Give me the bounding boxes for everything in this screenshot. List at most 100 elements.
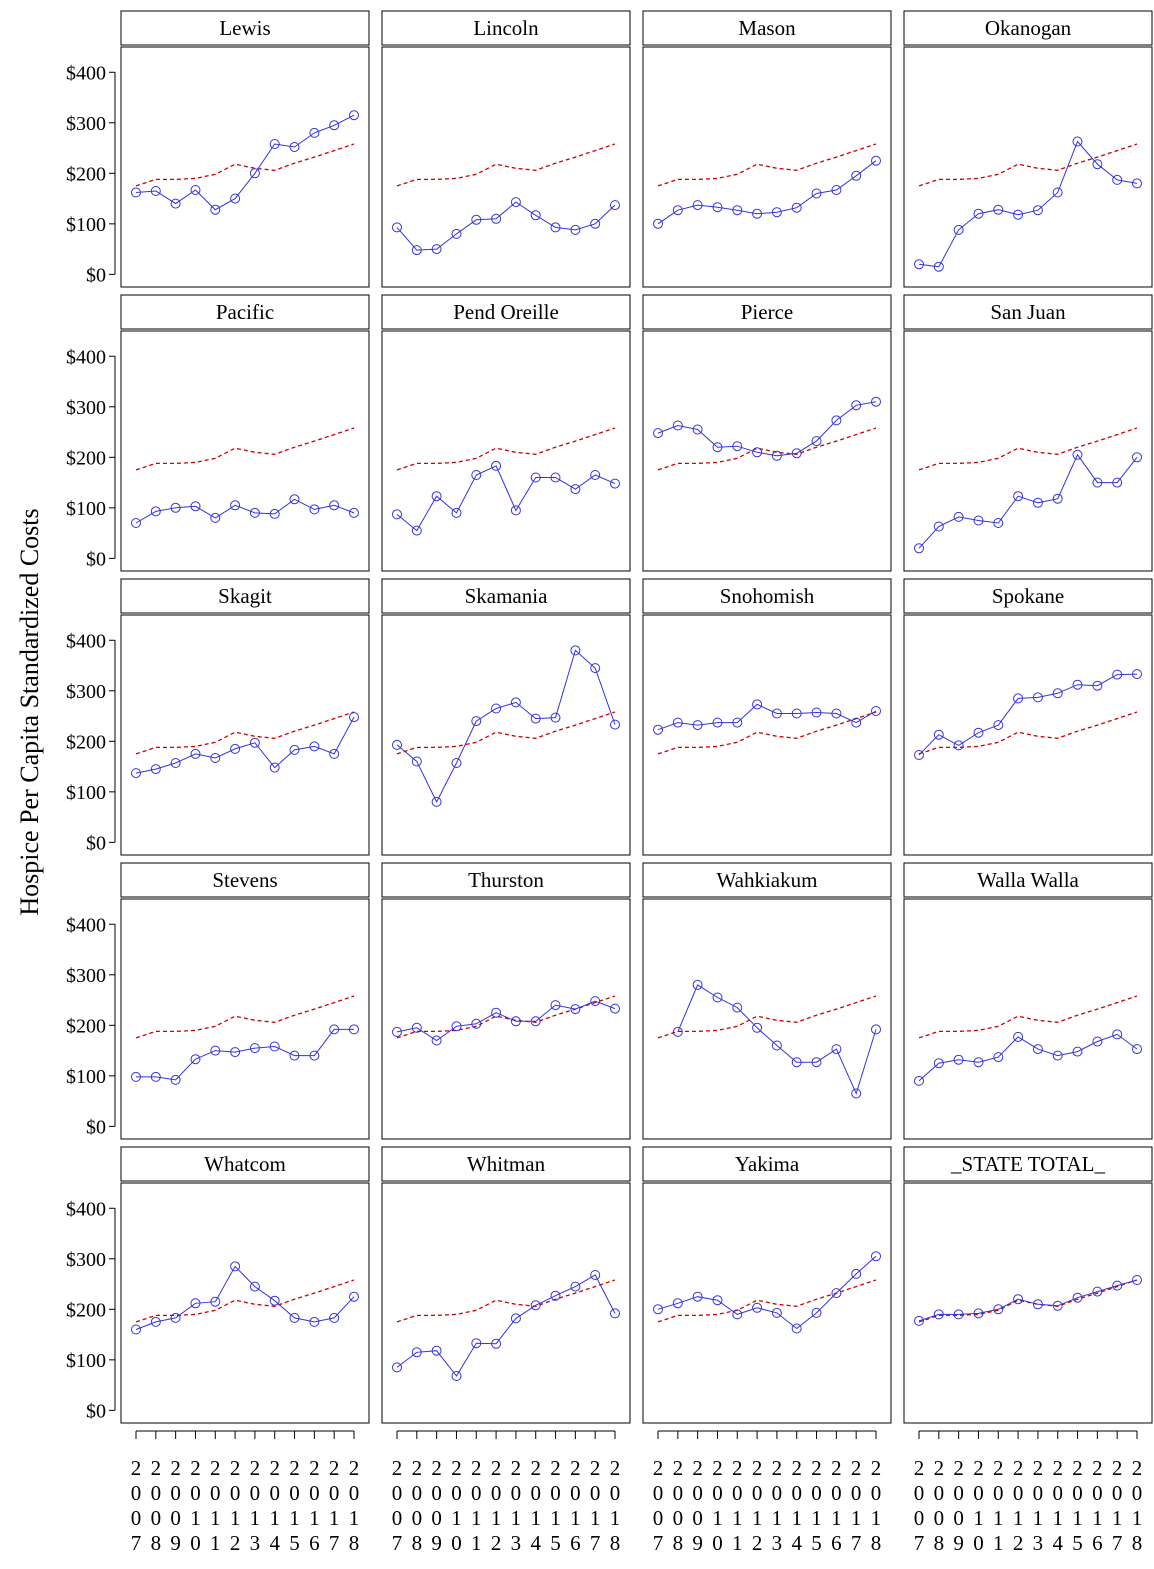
data-point — [771, 708, 782, 719]
data-point — [1112, 1029, 1123, 1040]
data-point — [471, 716, 482, 727]
panel-strip — [381, 862, 631, 898]
reference-line — [396, 427, 616, 471]
panel-strip — [642, 10, 892, 46]
data-point — [831, 708, 842, 719]
series-line — [918, 453, 1138, 549]
y-tick-label: $200 — [66, 731, 106, 753]
data-point — [269, 508, 280, 519]
data-point — [1112, 669, 1123, 680]
data-point — [732, 1309, 743, 1320]
data-point — [1052, 1300, 1063, 1311]
panel-strip — [381, 1146, 631, 1182]
panel-walla-walla: Walla Walla — [903, 862, 1153, 1140]
data-point — [570, 1004, 581, 1015]
y-axis: $0 $100 $200 $300 $400 — [66, 62, 116, 286]
panel-spokane: Spokane — [903, 578, 1153, 856]
data-point — [712, 442, 723, 453]
x-axis: 2 0 0 7 2 0 0 8 2 0 0 9 2 0 1 0 2 0 1 1 2 0 1 2 2 0 1 3 2 0 1 4 2 0 1 5 2 0 1 6… — [131, 1430, 360, 1555]
series-line — [918, 1033, 1138, 1082]
data-point — [811, 707, 822, 718]
panel-strip — [642, 578, 892, 614]
data-point — [530, 210, 541, 221]
data-point — [1112, 1280, 1123, 1291]
data-point — [1052, 688, 1063, 699]
data-point — [269, 1041, 280, 1052]
data-point — [392, 222, 402, 233]
reference-line — [657, 427, 877, 471]
data-point — [491, 1338, 502, 1349]
panel-strip — [642, 1146, 892, 1182]
y-tick-label: $200 — [66, 447, 106, 469]
panel-lincoln: Lincoln — [381, 10, 631, 288]
data-point — [170, 198, 181, 209]
data-point — [530, 1300, 541, 1311]
data-point — [993, 518, 1004, 528]
y-tick-label: $400 — [66, 630, 106, 652]
series-line — [135, 498, 355, 524]
series-line — [918, 140, 1138, 268]
data-point — [530, 472, 541, 483]
panel-pacific: Pacific — [120, 294, 370, 572]
y-tick-label: $400 — [66, 914, 106, 936]
data-point — [871, 1251, 881, 1262]
panel-lewis: Lewis — [120, 10, 370, 288]
data-point — [131, 1324, 141, 1335]
data-point — [210, 512, 221, 523]
panel-okanogan: Okanogan — [903, 10, 1153, 288]
data-point — [1013, 1294, 1024, 1305]
x-axis: 2 0 0 7 2 0 0 8 2 0 0 9 2 0 1 0 2 0 1 1 2 0 1 2 2 0 1 3 2 0 1 4 2 0 1 5 2 0 1 6… — [392, 1430, 620, 1555]
data-point — [1072, 1046, 1083, 1057]
data-point — [752, 447, 763, 458]
data-point — [451, 228, 462, 239]
reference-line — [135, 995, 355, 1039]
data-point — [131, 187, 141, 198]
data-point — [1013, 209, 1024, 220]
panel-plot-area — [903, 1182, 1153, 1424]
panel-title: Lewis — [219, 16, 270, 40]
y-tick-label: $200 — [66, 1015, 106, 1037]
panel-title: Wahkiakum — [717, 868, 818, 892]
series-line — [918, 1279, 1138, 1322]
data-point — [349, 110, 359, 121]
y-tick-label: $300 — [66, 113, 106, 135]
data-point — [411, 1347, 422, 1358]
data-point — [471, 470, 482, 480]
data-point — [329, 1024, 340, 1035]
data-point — [771, 207, 782, 218]
panel-strip — [903, 578, 1153, 614]
panel-title: _STATE TOTAL_ — [950, 1152, 1105, 1176]
reference-line — [657, 711, 877, 755]
data-point — [349, 1291, 359, 1302]
data-point — [590, 218, 601, 229]
data-point — [210, 1045, 221, 1056]
data-point — [811, 1057, 822, 1068]
data-point — [289, 1312, 300, 1323]
data-point — [1032, 205, 1043, 216]
data-point — [672, 1298, 683, 1309]
panel-plot-area — [642, 1182, 892, 1424]
panel-title: Mason — [738, 16, 796, 40]
panel-title: Stevens — [212, 868, 277, 892]
data-point — [570, 1281, 581, 1292]
data-point — [550, 222, 561, 233]
panel-strip — [903, 294, 1153, 330]
panel-plot-area — [642, 614, 892, 856]
panel-strip — [642, 862, 892, 898]
panel-strip — [381, 578, 631, 614]
reference-line — [396, 1279, 616, 1323]
data-point — [752, 208, 763, 219]
reference-line — [657, 143, 877, 187]
data-point — [309, 1050, 320, 1061]
data-point — [993, 1304, 1004, 1315]
y-tick-label: $100 — [66, 214, 106, 236]
data-point — [1072, 449, 1083, 460]
data-point — [170, 1074, 181, 1085]
data-point — [692, 1291, 703, 1302]
